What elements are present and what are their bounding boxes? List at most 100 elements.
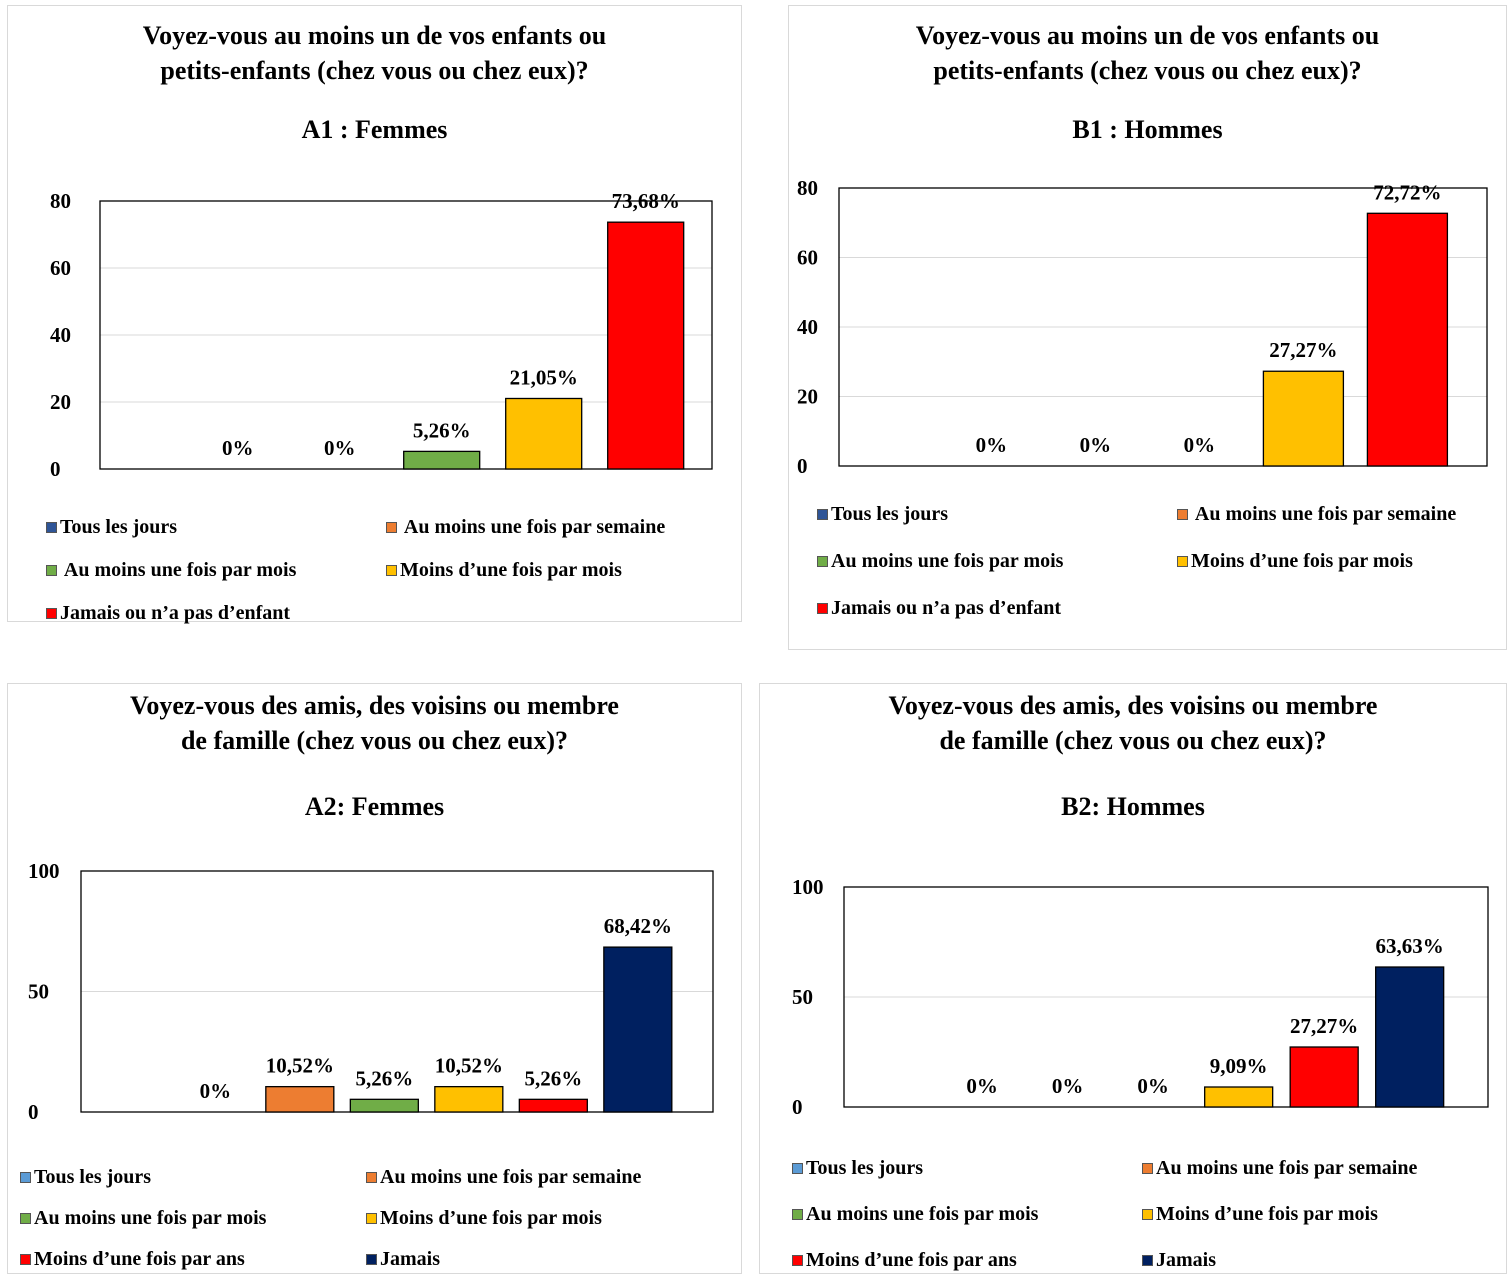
chart-title: Voyez-vous au moins un de vos enfants ou… [789, 18, 1506, 88]
legend-label: Jamais ou n’a pas d’enfant [831, 597, 1062, 619]
legend-item: Au moins une fois par mois [46, 559, 296, 582]
legend-label: Au moins une fois par mois [60, 559, 297, 581]
legend-item: Moins d’une fois par ans [792, 1249, 1017, 1272]
legend-item: Au moins une fois par mois [817, 550, 1063, 573]
data-label: 0% [976, 433, 1008, 457]
chart-title: Voyez-vous des amis, des voisins ou memb… [8, 688, 741, 758]
legend-swatch [20, 1172, 31, 1183]
bar [607, 221, 685, 470]
legend-item: Moins d’une fois par mois [386, 559, 622, 582]
data-label: 63,63% [1376, 934, 1444, 958]
legend-item: Tous les jours [20, 1166, 151, 1189]
legend-label: Tous les jours [60, 516, 178, 538]
y-tick-label: 40 [50, 323, 71, 347]
legend-swatch [386, 522, 397, 533]
data-label: 9,09% [1210, 1054, 1268, 1078]
bar [265, 1085, 335, 1113]
bar [1366, 212, 1449, 467]
legend-swatch [366, 1213, 377, 1224]
y-tick-label: 50 [28, 980, 49, 1004]
data-label: 27,27% [1290, 1014, 1358, 1038]
y-tick-label: 0 [797, 454, 808, 478]
legend-swatch [1177, 556, 1188, 567]
bar [1262, 370, 1345, 467]
legend-item: Au moins une fois par semaine [1177, 503, 1456, 526]
chart-title-line-2: petits-enfants (chez vous ou chez eux)? [160, 56, 589, 85]
legend-swatch [817, 509, 828, 520]
legend-label: Jamais ou n’a pas d’enfant [60, 602, 291, 624]
legend-label: Au moins une fois par semaine [380, 1166, 642, 1188]
data-label: 0% [200, 1079, 232, 1103]
data-label: 5,26% [413, 418, 471, 442]
chart-subtitle: A2: Femmes [304, 792, 445, 821]
chart-title-line-1: Voyez-vous au moins un de vos enfants ou [142, 21, 607, 50]
legend-swatch [20, 1254, 31, 1265]
chart-title-line-1: Voyez-vous des amis, des voisins ou memb… [888, 691, 1378, 720]
chart-panel-a2: Voyez-vous des amis, des voisins ou memb… [7, 683, 742, 1274]
legend-swatch [792, 1255, 803, 1266]
legend-label: Moins d’une fois par mois [1191, 550, 1413, 572]
data-label: 10,52% [266, 1054, 334, 1078]
data-label: 73,68% [612, 189, 680, 213]
legend-label: Au moins une fois par semaine [1191, 503, 1457, 525]
chart-title-line-2: petits-enfants (chez vous ou chez eux)? [933, 56, 1362, 85]
data-label: 10,52% [435, 1054, 503, 1078]
legend-item: Au moins une fois par mois [792, 1203, 1038, 1226]
legend-item: Au moins une fois par semaine [386, 516, 665, 539]
y-tick-label: 20 [50, 390, 71, 414]
data-label: 0% [966, 1074, 998, 1098]
data-label: 0% [1137, 1074, 1169, 1098]
legend-label: Moins d’une fois par ans [34, 1248, 245, 1270]
data-label: 0% [222, 436, 254, 460]
legend-label: Moins d’une fois par ans [806, 1249, 1017, 1271]
chart-title-line-2: de famille (chez vous ou chez eux)? [939, 726, 1327, 755]
chart-title: Voyez-vous des amis, des voisins ou memb… [760, 688, 1506, 758]
y-tick-label: 0 [28, 1100, 39, 1124]
chart-subtitle: B1 : Hommes [1072, 115, 1223, 144]
legend-label: Jamais [380, 1248, 440, 1270]
legend-swatch [1142, 1255, 1153, 1266]
y-tick-label: 0 [50, 457, 61, 481]
chart-panel-b1: Voyez-vous au moins un de vos enfants ou… [788, 5, 1507, 650]
legend-swatch [386, 565, 397, 576]
legend-item: Moins d’une fois par mois [1142, 1203, 1378, 1226]
data-label: 0% [1184, 433, 1216, 457]
bar [603, 946, 673, 1113]
chart-title: Voyez-vous au moins un de vos enfants ou… [8, 18, 741, 88]
plot-frame [843, 886, 1489, 1108]
y-tick-label: 80 [50, 189, 71, 213]
legend-swatch [817, 603, 828, 614]
legend-item: Jamais ou n’a pas d’enfant [46, 602, 290, 625]
bar [349, 1098, 419, 1113]
legend-item: Jamais [1142, 1249, 1216, 1272]
data-label: 21,05% [510, 365, 578, 389]
legend-item: Tous les jours [817, 503, 948, 526]
legend-item: Moins d’une fois par mois [1177, 550, 1413, 573]
legend-swatch [366, 1254, 377, 1265]
y-tick-label: 100 [792, 875, 824, 899]
legend-item: Jamais [366, 1248, 440, 1271]
legend-label: Moins d’une fois par mois [380, 1207, 602, 1229]
legend-swatch [46, 565, 57, 576]
legend-item: Tous les jours [792, 1157, 923, 1180]
legend-label: Tous les jours [806, 1157, 924, 1179]
legend-label: Tous les jours [34, 1166, 152, 1188]
plot-area: 0 50 100 0% 0% 0% 9,09% 27,27% 63,63% [792, 875, 1489, 1119]
y-tick-label: 40 [797, 315, 818, 339]
y-tick-label: 0 [792, 1095, 803, 1119]
legend-label: Moins d’une fois par mois [1156, 1203, 1378, 1225]
chart-panel-a1: Voyez-vous au moins un de vos enfants ou… [7, 5, 742, 625]
legend-item: Moins d’une fois par ans [20, 1248, 245, 1271]
legend-label: Au moins une fois par mois [806, 1203, 1039, 1225]
legend-swatch [1142, 1209, 1153, 1220]
bar [403, 450, 481, 470]
plot-frame [838, 187, 1488, 467]
chart-subtitle: B2: Hommes [1061, 792, 1205, 821]
chart-title-line-1: Voyez-vous au moins un de vos enfants ou [915, 21, 1380, 50]
y-tick-label: 60 [797, 246, 818, 270]
chart-title-line-2: de famille (chez vous ou chez eux)? [180, 726, 569, 755]
bar [505, 397, 583, 470]
legend-label: Jamais [1156, 1249, 1216, 1271]
plot-area: 0 20 40 60 80 0% 0% 0% 27,27% 72,72% [797, 176, 1488, 478]
chart-panel-b2: Voyez-vous des amis, des voisins ou memb… [759, 683, 1507, 1274]
